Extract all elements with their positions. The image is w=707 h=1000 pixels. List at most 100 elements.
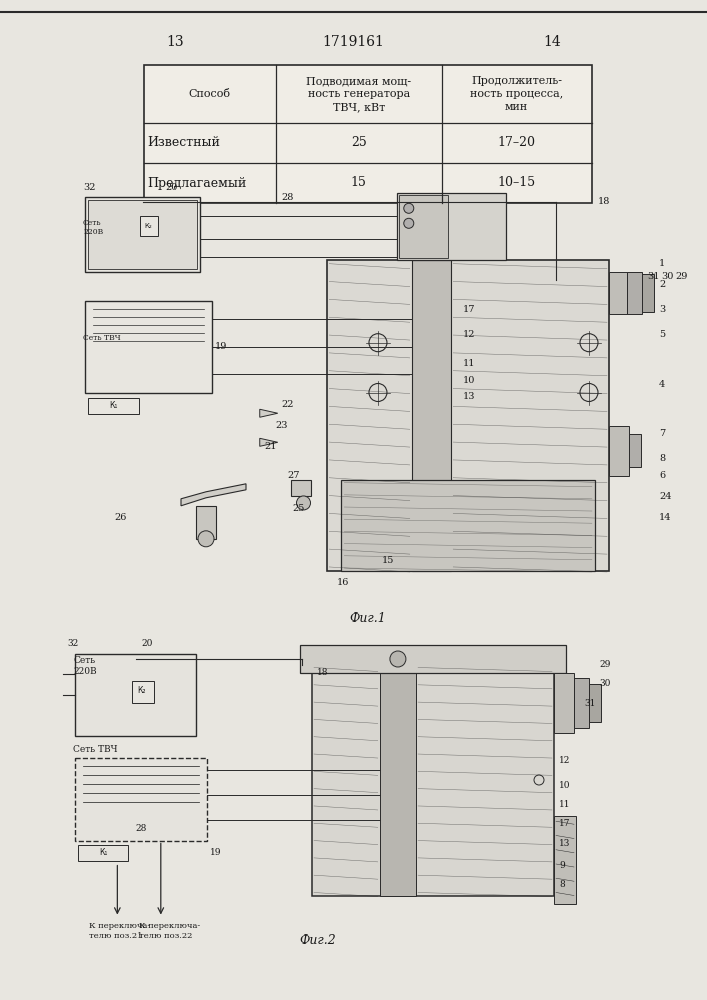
Text: Фиг.1: Фиг.1 (349, 611, 386, 624)
Bar (140, 216, 158, 236)
Polygon shape (259, 438, 278, 446)
Polygon shape (181, 484, 246, 506)
Text: Способ: Способ (189, 89, 230, 99)
Text: 19: 19 (214, 342, 227, 351)
Text: 20: 20 (141, 639, 153, 648)
Text: 8: 8 (559, 880, 565, 889)
Text: 11: 11 (559, 800, 571, 809)
Bar (554, 673, 574, 733)
Circle shape (198, 531, 214, 547)
Bar (341, 480, 595, 571)
Circle shape (390, 651, 406, 667)
Text: 19: 19 (210, 848, 221, 857)
Text: Фиг.2: Фиг.2 (299, 934, 336, 948)
Polygon shape (196, 506, 216, 539)
Bar (291, 480, 310, 496)
Bar (397, 193, 506, 260)
Bar (609, 426, 629, 476)
Text: 28: 28 (281, 193, 293, 202)
Bar (132, 681, 153, 703)
Text: 11: 11 (463, 359, 476, 368)
Text: 30: 30 (599, 679, 610, 688)
Bar (75, 654, 196, 736)
Bar (554, 816, 576, 904)
Text: 2: 2 (659, 280, 665, 289)
Text: 31: 31 (584, 698, 595, 708)
Text: 18: 18 (317, 668, 329, 677)
Text: 22: 22 (281, 400, 293, 409)
Text: 30: 30 (661, 272, 673, 281)
Text: 26: 26 (115, 512, 127, 522)
Bar (88, 200, 197, 269)
Bar (627, 272, 642, 314)
Text: Сеть ТВЧ: Сеть ТВЧ (83, 334, 121, 342)
Bar (609, 272, 627, 314)
Circle shape (296, 496, 310, 510)
Text: 13: 13 (166, 35, 184, 49)
Text: 32: 32 (67, 639, 78, 648)
Text: 29: 29 (675, 272, 687, 281)
Text: 17–20: 17–20 (498, 136, 536, 149)
Bar (300, 645, 566, 673)
Bar (78, 844, 128, 861)
Polygon shape (259, 409, 278, 417)
Text: 1: 1 (659, 259, 665, 268)
Text: 12: 12 (559, 756, 571, 765)
Text: К₂: К₂ (137, 686, 146, 695)
Text: 15: 15 (382, 556, 395, 565)
Text: Известный: Известный (148, 136, 221, 149)
Text: 10: 10 (463, 376, 476, 385)
Text: 25: 25 (351, 136, 366, 149)
Text: Сеть
220В: Сеть 220В (83, 219, 103, 236)
Text: 32: 32 (83, 183, 95, 192)
Bar (380, 664, 416, 896)
Bar (642, 274, 654, 312)
Text: 17: 17 (463, 305, 476, 314)
Text: К переключа-
телю поз.21: К переключа- телю поз.21 (89, 922, 151, 940)
Text: Продолжитель-
ность процесса,
мин: Продолжитель- ность процесса, мин (470, 76, 563, 112)
Text: 9: 9 (559, 861, 565, 870)
Text: 27: 27 (287, 471, 300, 480)
Text: 28: 28 (135, 824, 146, 833)
Text: 4: 4 (659, 380, 665, 389)
Text: 24: 24 (659, 492, 672, 501)
Text: Предлагаемый: Предлагаемый (148, 176, 247, 190)
Text: К₁: К₁ (99, 848, 107, 857)
Text: 18: 18 (598, 197, 610, 206)
Bar (411, 260, 451, 571)
Text: 23: 23 (276, 421, 288, 430)
Text: К₁: К₁ (109, 401, 117, 410)
Bar (574, 678, 589, 728)
Text: 14: 14 (543, 35, 561, 49)
Text: 13: 13 (463, 392, 476, 401)
Text: 20: 20 (165, 183, 178, 192)
Text: 15: 15 (351, 176, 367, 190)
Bar (85, 301, 211, 392)
Bar (589, 684, 601, 722)
Text: 10–15: 10–15 (498, 176, 536, 190)
Text: 31: 31 (647, 272, 660, 281)
Bar (312, 664, 554, 896)
Text: 13: 13 (559, 839, 571, 848)
Bar (85, 197, 200, 272)
Text: Подводимая мощ-
ность генератора
ТВЧ, кВт: Подводимая мощ- ность генератора ТВЧ, кВ… (306, 76, 411, 112)
Text: 6: 6 (659, 471, 665, 480)
Text: 1719161: 1719161 (322, 35, 385, 49)
Bar (144, 65, 592, 203)
Text: 7: 7 (659, 430, 665, 438)
Circle shape (404, 218, 414, 228)
Text: Сеть ТВЧ: Сеть ТВЧ (73, 746, 117, 754)
Text: 5: 5 (659, 330, 665, 339)
Text: 25: 25 (293, 504, 305, 513)
Text: 14: 14 (659, 512, 672, 522)
Text: К₂: К₂ (144, 223, 152, 229)
Bar (327, 260, 609, 571)
Text: 10: 10 (559, 781, 571, 790)
Bar (629, 434, 641, 467)
Text: К переключа-
телю поз.22: К переключа- телю поз.22 (139, 922, 200, 940)
Circle shape (404, 203, 414, 213)
Text: 12: 12 (463, 330, 476, 339)
Text: 3: 3 (659, 305, 665, 314)
Text: 17: 17 (559, 820, 571, 828)
Text: 8: 8 (659, 454, 665, 463)
